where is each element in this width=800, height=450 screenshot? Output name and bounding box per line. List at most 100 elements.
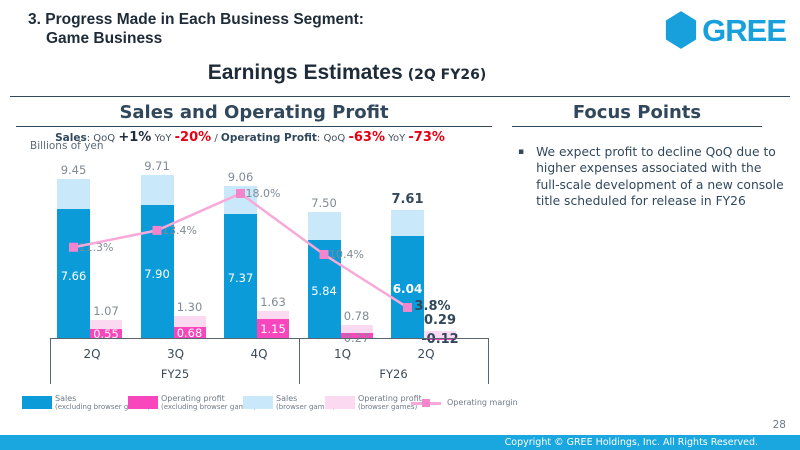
stat-segment: : QoQ (86, 133, 119, 144)
fy-divider (299, 339, 301, 384)
focus-points-list: ▪ We expect profit to decline QoQ due to … (518, 144, 786, 209)
legend-label-sub: (browser games) (276, 403, 336, 412)
op-total-label: 1.30 (176, 300, 203, 315)
slide-title: 3. Progress Made in Each Business Segmen… (28, 11, 364, 49)
margin-marker (403, 302, 412, 312)
operating-margin-label: 10.4% (329, 247, 364, 261)
slide-heading-text: Earnings Estimates (207, 61, 403, 84)
operating-margin-label: 11.3% (78, 240, 114, 254)
legend-label-main: Operating profit (358, 394, 422, 403)
sales-excl-bar (307, 239, 341, 338)
op-browser-bar (424, 331, 456, 338)
op-browser-bar (340, 324, 373, 334)
sales-browser-bar (307, 211, 341, 240)
legend-label: Operating profit (excluding browser games… (161, 394, 256, 411)
stat-segment: : QoQ (316, 133, 349, 144)
legend-swatch (325, 396, 355, 409)
operating-margin-label: 18.0% (245, 186, 281, 200)
sales-total-label: 9.06 (227, 169, 254, 184)
page-number: 28 (772, 419, 786, 431)
stat-segment: Operating Profit (220, 132, 317, 144)
op-excl-bar (173, 326, 206, 338)
legend-label: Sales (excluding browser games) (55, 394, 150, 411)
bullet-item: ▪ We expect profit to decline QoQ due to … (518, 144, 786, 209)
legend-label-sub: (browser games) (358, 403, 418, 412)
gree-logo-text: GREE (702, 12, 787, 48)
chart-section-title: Sales and Operating Profit (16, 102, 492, 127)
sales-total-label: 9.71 (144, 158, 170, 173)
op-browser-bar (90, 319, 122, 329)
slide-heading: Earnings Estimates (2Q FY26) (0, 61, 694, 85)
sales-browser-bar (140, 174, 174, 206)
sales-excl-bar (391, 236, 424, 338)
axis-quarter-label: 4Q (250, 347, 268, 361)
op-total-label: 1.07 (93, 303, 119, 318)
sales-excl-label: 6.04 (392, 282, 423, 297)
stat-segment: YoY (151, 133, 175, 144)
bullet-text: We expect profit to decline QoQ due to h… (536, 145, 784, 209)
gree-logo: GREE (664, 11, 787, 49)
axis-quarter-label: 3Q (166, 347, 185, 361)
margin-marker (236, 188, 245, 198)
legend-label-main: Sales (55, 394, 77, 403)
sales-total-label: 9.45 (60, 162, 87, 177)
chart-axis-table: 2Q 3Q 4Q 1Q 2Q FY25 FY26 (50, 338, 489, 384)
axis-quarter-label: 2Q (83, 347, 101, 361)
legend-label-sub: (excluding browser games) (55, 403, 151, 412)
operating-margin-label: 13.4% (162, 223, 197, 237)
op-excl-bar (90, 328, 122, 338)
legend-swatch (243, 396, 273, 409)
op-total-label: 1.63 (260, 294, 286, 309)
slide-heading-suffix: (2Q FY26) (407, 67, 487, 83)
sales-excl-bar (224, 213, 257, 338)
op-total-label: 0.78 (343, 308, 370, 323)
gree-hexagon-icon (666, 11, 697, 49)
sales-excl-label: 7.66 (60, 268, 87, 283)
chart-legend: Sales (excluding browser games) Operating … (0, 394, 560, 418)
stat-segment: -20% (174, 130, 212, 145)
op-total-label: 0.29 (423, 313, 457, 329)
legend-swatch (22, 396, 52, 409)
sales-browser-bar (391, 209, 424, 237)
op-browser-bar (257, 310, 289, 319)
stat-segment: -63% (348, 130, 385, 145)
sales-excl-label: 7.37 (227, 270, 254, 285)
legend-label-main: Operating profit (161, 394, 225, 403)
op-excl-label: 1.15 (260, 322, 286, 337)
legend-swatch (128, 396, 158, 409)
legend-label-sub: (excluding browser games) (161, 403, 257, 412)
sales-excl-bar (140, 205, 174, 338)
focus-points-title: Focus Points (512, 102, 762, 127)
header-divider (10, 96, 790, 97)
axis-quarter-label: 1Q (333, 347, 352, 361)
chart-units-label: Billions of yen (30, 140, 104, 152)
margin-marker (152, 225, 162, 235)
sales-browser-bar (57, 178, 90, 210)
footer-copyright-bar: Copyright © GREE Holdings, Inc. All Righ… (0, 435, 800, 450)
operating-margin-label: 3.8% (414, 299, 451, 315)
op-excl-bar (257, 318, 289, 338)
margin-marker (69, 242, 78, 252)
sales-total-label: 7.50 (311, 195, 337, 210)
sales-excl-label: 5.84 (311, 283, 337, 298)
axis-quarter-label: 2Q (417, 347, 435, 361)
legend-label: Operating profit (browser games) (358, 394, 422, 411)
slide-title-line2: Game Business (46, 29, 163, 47)
sales-browser-bar (224, 185, 257, 214)
legend-label: Operating margin (447, 398, 518, 407)
sales-excl-label: 7.90 (144, 266, 170, 281)
sales-excl-bar (57, 209, 90, 338)
margin-marker (319, 249, 329, 259)
legend-label: Sales (browser games) (276, 394, 335, 411)
stat-segment: +1% (118, 130, 152, 145)
legend-line-marker-icon (422, 399, 430, 407)
sales-op-stats: Sales: QoQ +1% YoY -20% / Operating Prof… (10, 126, 490, 145)
slide-title-line1: 3. Progress Made in Each Business Segmen… (28, 11, 364, 28)
axis-fy-label: FY25 (160, 367, 190, 381)
sales-total-label: 7.61 (391, 191, 424, 207)
stat-segment: YoY (385, 133, 409, 144)
stat-segment: Sales (55, 132, 87, 144)
legend-label-main: Sales (276, 394, 298, 403)
axis-fy-label: FY26 (379, 367, 408, 381)
